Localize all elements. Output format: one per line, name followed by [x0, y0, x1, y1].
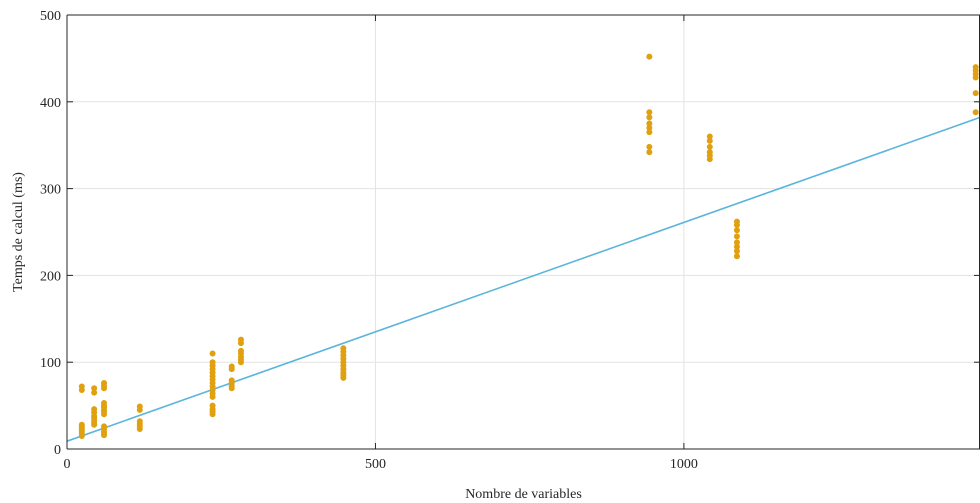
data-point [706, 137, 713, 144]
x-tick-label: 0 [64, 457, 71, 472]
data-point [91, 389, 98, 396]
fit-line [66, 116, 980, 442]
data-point [340, 345, 347, 352]
axis-ticks: 0 500 1000 0 100 200 300 400 500 [40, 9, 980, 472]
data-point [733, 233, 740, 240]
data-point [733, 248, 740, 255]
data-point [101, 423, 108, 430]
data-point [646, 149, 653, 156]
data-point [733, 239, 740, 246]
data-point [78, 383, 85, 390]
data-point [136, 418, 143, 425]
data-point [972, 109, 979, 116]
data-point [91, 385, 98, 392]
data-point [209, 402, 216, 409]
data-point [237, 336, 244, 343]
data-point [733, 253, 740, 260]
y-tick-label: 0 [54, 443, 61, 458]
data-point [972, 64, 979, 71]
data-point [209, 359, 216, 366]
fit-line-layer [66, 116, 980, 442]
y-tick-label: 500 [40, 9, 61, 24]
y-tick-label: 400 [40, 96, 61, 111]
data-point [646, 124, 653, 131]
data-point [228, 377, 235, 384]
data-point [706, 149, 713, 156]
y-tick-label: 200 [40, 269, 61, 284]
data-point [733, 218, 740, 225]
data-point [91, 406, 98, 413]
data-point [646, 53, 653, 60]
grid-lines [67, 15, 980, 449]
plot-frame [66, 14, 980, 450]
data-point [646, 143, 653, 150]
data-point [706, 133, 713, 140]
data-point [646, 109, 653, 116]
data-point [228, 363, 235, 370]
y-tick-label: 300 [40, 183, 61, 198]
data-point [136, 403, 143, 410]
data-point [972, 90, 979, 97]
data-point [706, 143, 713, 150]
x-tick-label: 500 [365, 457, 386, 472]
data-point [733, 227, 740, 234]
x-axis-label: Nombre de variables [465, 487, 582, 502]
data-point [646, 114, 653, 121]
data-point [237, 347, 244, 354]
data-point [646, 129, 653, 136]
x-tick-label: 1000 [670, 457, 698, 472]
data-point [101, 380, 108, 387]
data-point [101, 399, 108, 406]
data-point [209, 350, 216, 357]
data-point [733, 243, 740, 250]
y-axis-label: Temps de calcul (ms) [11, 172, 26, 292]
y-tick-label: 100 [40, 356, 61, 371]
data-points-layer [78, 53, 979, 439]
data-point [78, 421, 85, 428]
data-point [646, 120, 653, 127]
